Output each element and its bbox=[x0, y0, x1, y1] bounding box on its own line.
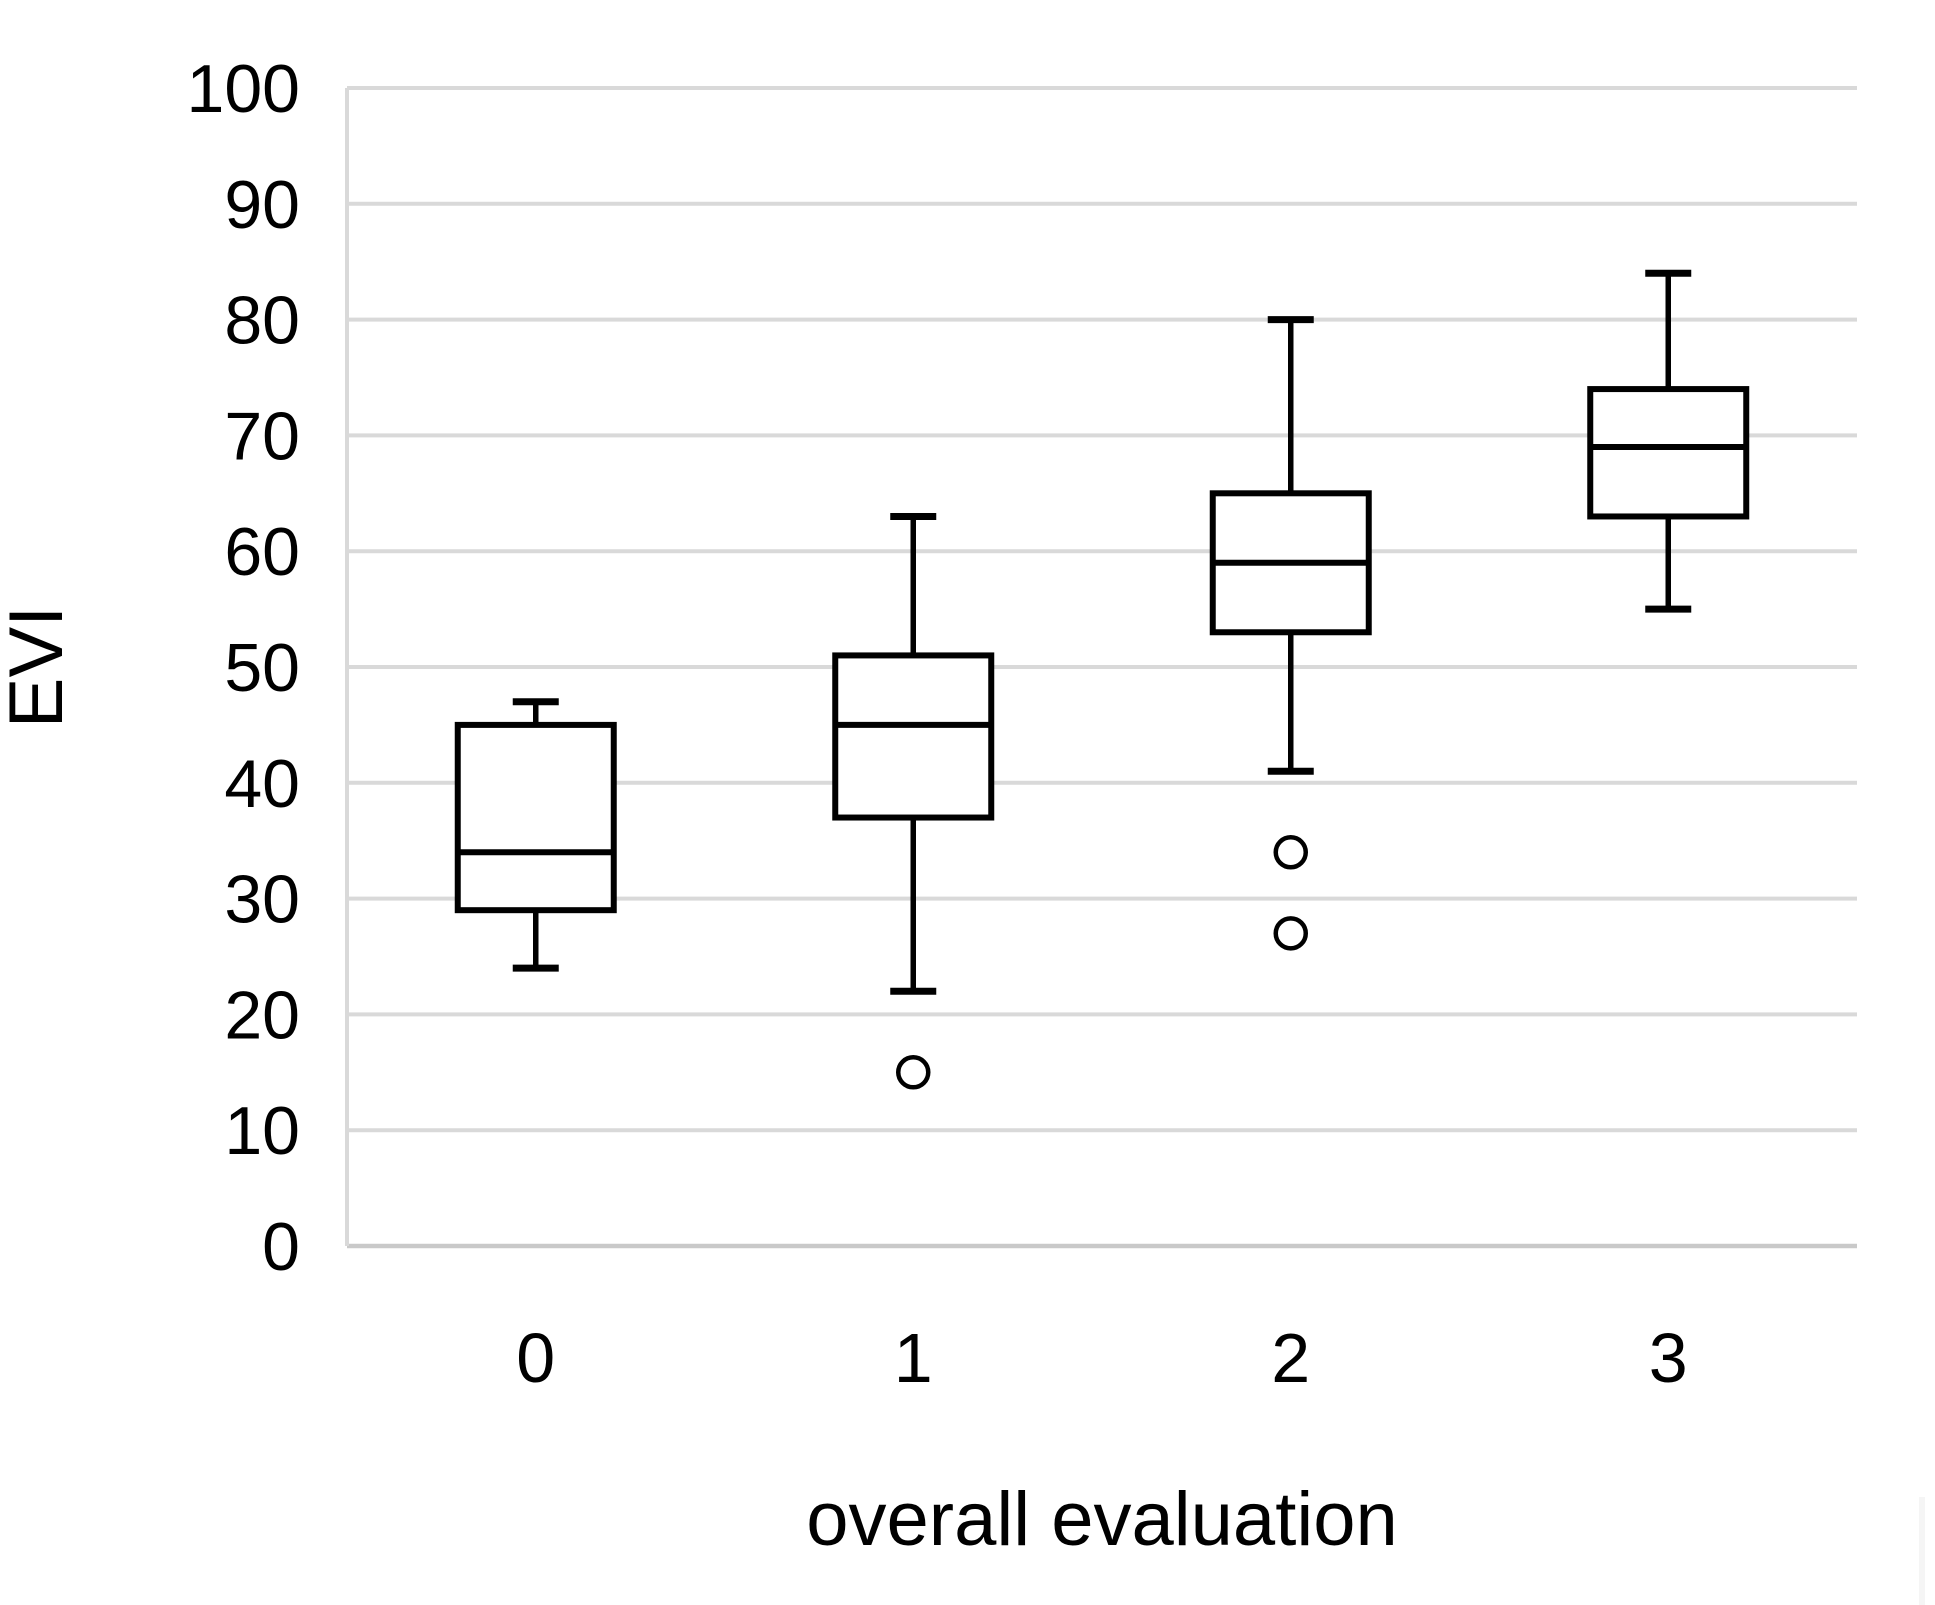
y-tick-label: 60 bbox=[224, 514, 300, 590]
box-series-group bbox=[454, 269, 1750, 1090]
y-tick-label: 100 bbox=[187, 51, 300, 127]
y-tick-label: 80 bbox=[224, 283, 300, 359]
x-axis-title: overall evaluation bbox=[806, 1477, 1398, 1562]
y-tick-label: 30 bbox=[224, 862, 300, 938]
x-category-label: 0 bbox=[516, 1319, 555, 1397]
y-tick-label: 0 bbox=[262, 1209, 300, 1285]
outlier-point bbox=[896, 1055, 931, 1090]
gridline-group bbox=[347, 86, 1857, 1249]
y-tick-label: 50 bbox=[224, 630, 300, 706]
box-plot-category-2 bbox=[1209, 316, 1372, 951]
iqr-box bbox=[454, 721, 617, 914]
y-tick-label: 40 bbox=[224, 746, 300, 822]
box-plot-category-1 bbox=[832, 512, 995, 1090]
y-axis-title: EVI bbox=[0, 606, 79, 729]
box-plot-category-0 bbox=[454, 698, 617, 972]
iqr-box bbox=[832, 652, 995, 821]
outlier-point bbox=[1273, 916, 1308, 951]
y-tick-label: 70 bbox=[224, 398, 300, 474]
iqr-box bbox=[1587, 386, 1750, 520]
scan-artifact bbox=[1919, 1497, 1925, 1605]
x-category-label: 2 bbox=[1271, 1319, 1310, 1397]
y-tick-label-group: 0 10 20 30 40 50 60 70 80 90 100 bbox=[187, 51, 300, 1285]
box-plot-category-3 bbox=[1587, 269, 1750, 613]
x-category-label: 3 bbox=[1649, 1319, 1688, 1397]
x-category-label-group: 0 1 2 3 bbox=[516, 1319, 1687, 1397]
outlier-point bbox=[1273, 835, 1308, 870]
y-tick-label: 20 bbox=[224, 977, 300, 1053]
x-category-label: 1 bbox=[894, 1319, 933, 1397]
y-tick-label: 10 bbox=[224, 1093, 300, 1169]
y-tick-label: 90 bbox=[224, 167, 300, 243]
